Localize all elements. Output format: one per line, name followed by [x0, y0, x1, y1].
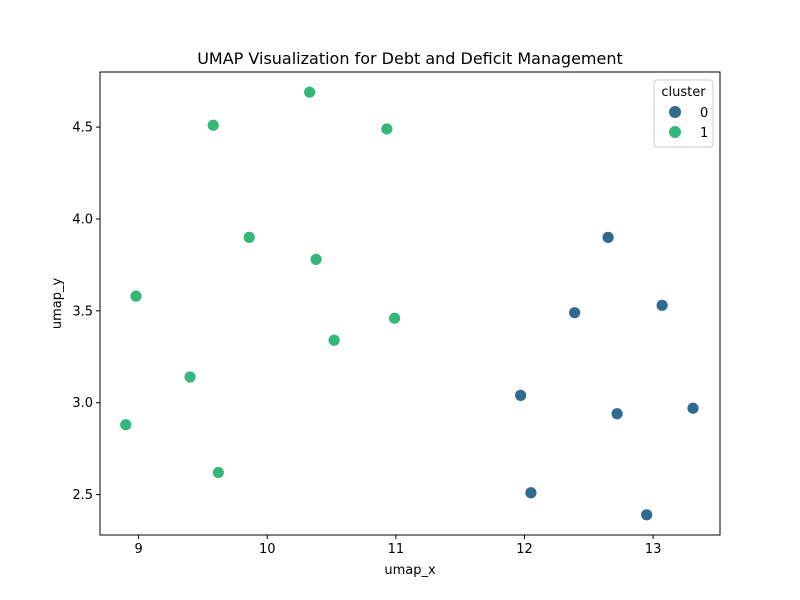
- data-point-cluster-1: [211, 466, 225, 479]
- y-axis: 2.5 3.0 3.5 4.0 4.5: [72, 121, 100, 503]
- x-tick-label: 10: [259, 542, 276, 557]
- legend-label-cluster-1: 1: [700, 126, 708, 141]
- y-tick-label: 4.0: [72, 212, 93, 227]
- data-point-cluster-0: [524, 486, 538, 500]
- data-point-cluster-0: [610, 407, 624, 421]
- data-points: [119, 85, 700, 522]
- y-tick-label: 3.5: [72, 304, 93, 319]
- data-point-cluster-0: [640, 508, 654, 522]
- x-tick-label: 13: [645, 542, 662, 557]
- data-point-cluster-0: [568, 306, 582, 320]
- y-axis-label: umap_y: [50, 278, 65, 330]
- y-tick-label: 2.5: [72, 488, 93, 503]
- x-axis-label: umap_x: [384, 563, 436, 578]
- x-axis: 9 10 11 12 13: [134, 535, 661, 557]
- x-tick-label: 11: [388, 542, 405, 557]
- data-point-cluster-1: [309, 253, 323, 266]
- plot-area: [99, 71, 721, 536]
- data-point-cluster-1: [380, 122, 394, 136]
- chart-title: UMAP Visualization for Debt and Deficit …: [197, 49, 623, 68]
- data-point-cluster-1: [206, 118, 220, 132]
- legend-label-cluster-0: 0: [700, 106, 708, 121]
- data-point-cluster-1: [242, 230, 256, 244]
- data-point-cluster-0: [514, 388, 528, 402]
- data-point-cluster-0: [601, 230, 615, 244]
- legend-box: [653, 79, 714, 148]
- data-point-cluster-1: [303, 85, 317, 99]
- data-point-cluster-0: [686, 401, 700, 415]
- data-point-cluster-1: [119, 418, 133, 432]
- plot-frame: [99, 71, 721, 536]
- data-point-cluster-1: [327, 333, 341, 347]
- data-point-cluster-1: [183, 370, 197, 384]
- x-tick-label: 9: [134, 542, 142, 557]
- data-point-cluster-1: [388, 311, 401, 325]
- data-point-cluster-1: [129, 289, 143, 303]
- legend: cluster 0 1: [653, 79, 714, 148]
- y-tick-label: 3.0: [72, 396, 93, 411]
- data-point-cluster-0: [655, 298, 669, 312]
- y-tick-label: 4.5: [72, 121, 93, 136]
- x-tick-label: 12: [516, 542, 533, 557]
- legend-marker-cluster-1: [669, 126, 681, 138]
- legend-title: cluster: [661, 85, 706, 100]
- legend-marker-cluster-0: [669, 106, 681, 118]
